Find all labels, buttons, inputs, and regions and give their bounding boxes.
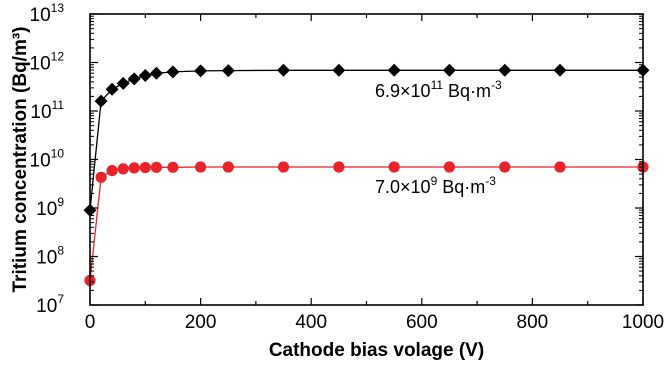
y-tick-label-base: 10 <box>30 54 51 75</box>
series-lines <box>89 69 643 281</box>
y-tick-label-base: 10 <box>30 102 51 123</box>
y-tick-label-base: 10 <box>36 248 57 269</box>
y-tick-label-base: 10 <box>36 296 57 317</box>
y-axis-title: Tritium concentration (Bq/m³) <box>10 27 31 293</box>
data-point-red-circle <box>277 161 290 173</box>
series-line-black <box>89 69 643 211</box>
y-tick-label-base: 10 <box>30 151 51 172</box>
data-point-red-circle <box>95 171 107 183</box>
y-tick-label-base: 10 <box>36 199 57 220</box>
x-tick-label: 400 <box>295 312 327 333</box>
y-tick-label-exponent: 9 <box>57 195 64 209</box>
data-point-red-circle <box>499 161 511 173</box>
data-point-black-diamond <box>221 64 235 78</box>
y-tick-label: 1012 <box>30 50 65 75</box>
y-tick-label-exponent: 13 <box>51 1 65 15</box>
x-tick-label: 600 <box>406 312 438 333</box>
data-point-red-circle <box>117 163 129 175</box>
data-point-red-circle <box>167 161 179 173</box>
x-axis: 0 200 400 600 800 1000 <box>85 14 664 333</box>
data-point-red-circle <box>554 161 566 173</box>
data-point-black-diamond <box>166 65 180 79</box>
data-point-black-diamond <box>138 69 152 82</box>
series-line-red <box>89 166 643 281</box>
series-marks <box>83 63 650 287</box>
data-point-black-diamond <box>194 64 208 78</box>
y-tick-label: 107 <box>36 292 64 317</box>
annotation-prefix: 6.9×10 <box>375 81 431 101</box>
annotation-suffix: Bq·m <box>437 177 485 197</box>
data-point-black-diamond <box>127 72 141 86</box>
x-tick-label: 200 <box>185 312 217 333</box>
annotation-exponent: 9 <box>431 174 438 188</box>
data-point-red-circle <box>195 161 207 173</box>
data-point-black-diamond <box>387 63 401 77</box>
data-point-red-circle <box>106 165 118 177</box>
data-point-black-diamond <box>442 63 456 77</box>
annotation-unit-exponent: -3 <box>491 78 502 92</box>
y-tick-label: 108 <box>36 244 64 269</box>
y-tick-label: 1011 <box>30 98 64 123</box>
annotation-prefix: 7.0×10 <box>375 177 431 197</box>
y-tick-label: 1013 <box>30 1 65 26</box>
data-point-black-diamond <box>94 94 108 108</box>
plot-frame <box>89 13 644 306</box>
y-tick-label-base: 10 <box>30 5 51 26</box>
data-point-black-diamond <box>553 63 567 77</box>
y-tick-label-exponent: 7 <box>57 292 64 306</box>
data-point-black-diamond <box>498 63 512 77</box>
data-point-black-diamond <box>116 76 130 90</box>
data-point-black-diamond <box>277 63 290 77</box>
data-point-black-diamond <box>105 82 119 96</box>
y-tick-label-exponent: 12 <box>51 50 65 64</box>
x-tick-label: 0 <box>85 312 96 333</box>
data-point-red-circle <box>222 161 234 173</box>
y-tick-label-exponent: 11 <box>52 98 65 112</box>
x-tick-label: 800 <box>517 312 549 333</box>
data-point-black-diamond <box>332 63 346 77</box>
y-tick-label-exponent: 10 <box>51 147 65 161</box>
annotation-exponent: 11 <box>431 78 444 92</box>
annotation-black-series: 6.9×1011 Bq·m-3 <box>375 78 502 101</box>
annotation-suffix: Bq·m <box>443 81 491 101</box>
y-tick-label-exponent: 8 <box>57 244 64 258</box>
data-point-red-circle <box>388 161 400 173</box>
data-point-red-circle <box>150 161 162 173</box>
y-tick-label: 1010 <box>30 147 65 172</box>
annotation-unit-exponent: -3 <box>485 174 496 188</box>
data-point-black-diamond <box>149 66 163 80</box>
y-tick-label: 109 <box>36 195 64 220</box>
x-axis-title: Cathode bias volage (V) <box>269 340 484 361</box>
data-point-red-circle <box>139 162 151 174</box>
annotation-red-series: 7.0×109 Bq·m-3 <box>375 174 496 197</box>
data-point-red-circle <box>128 162 140 174</box>
data-point-red-circle <box>443 161 455 173</box>
x-tick-label: 1000 <box>622 312 664 333</box>
data-point-red-circle <box>333 161 345 173</box>
